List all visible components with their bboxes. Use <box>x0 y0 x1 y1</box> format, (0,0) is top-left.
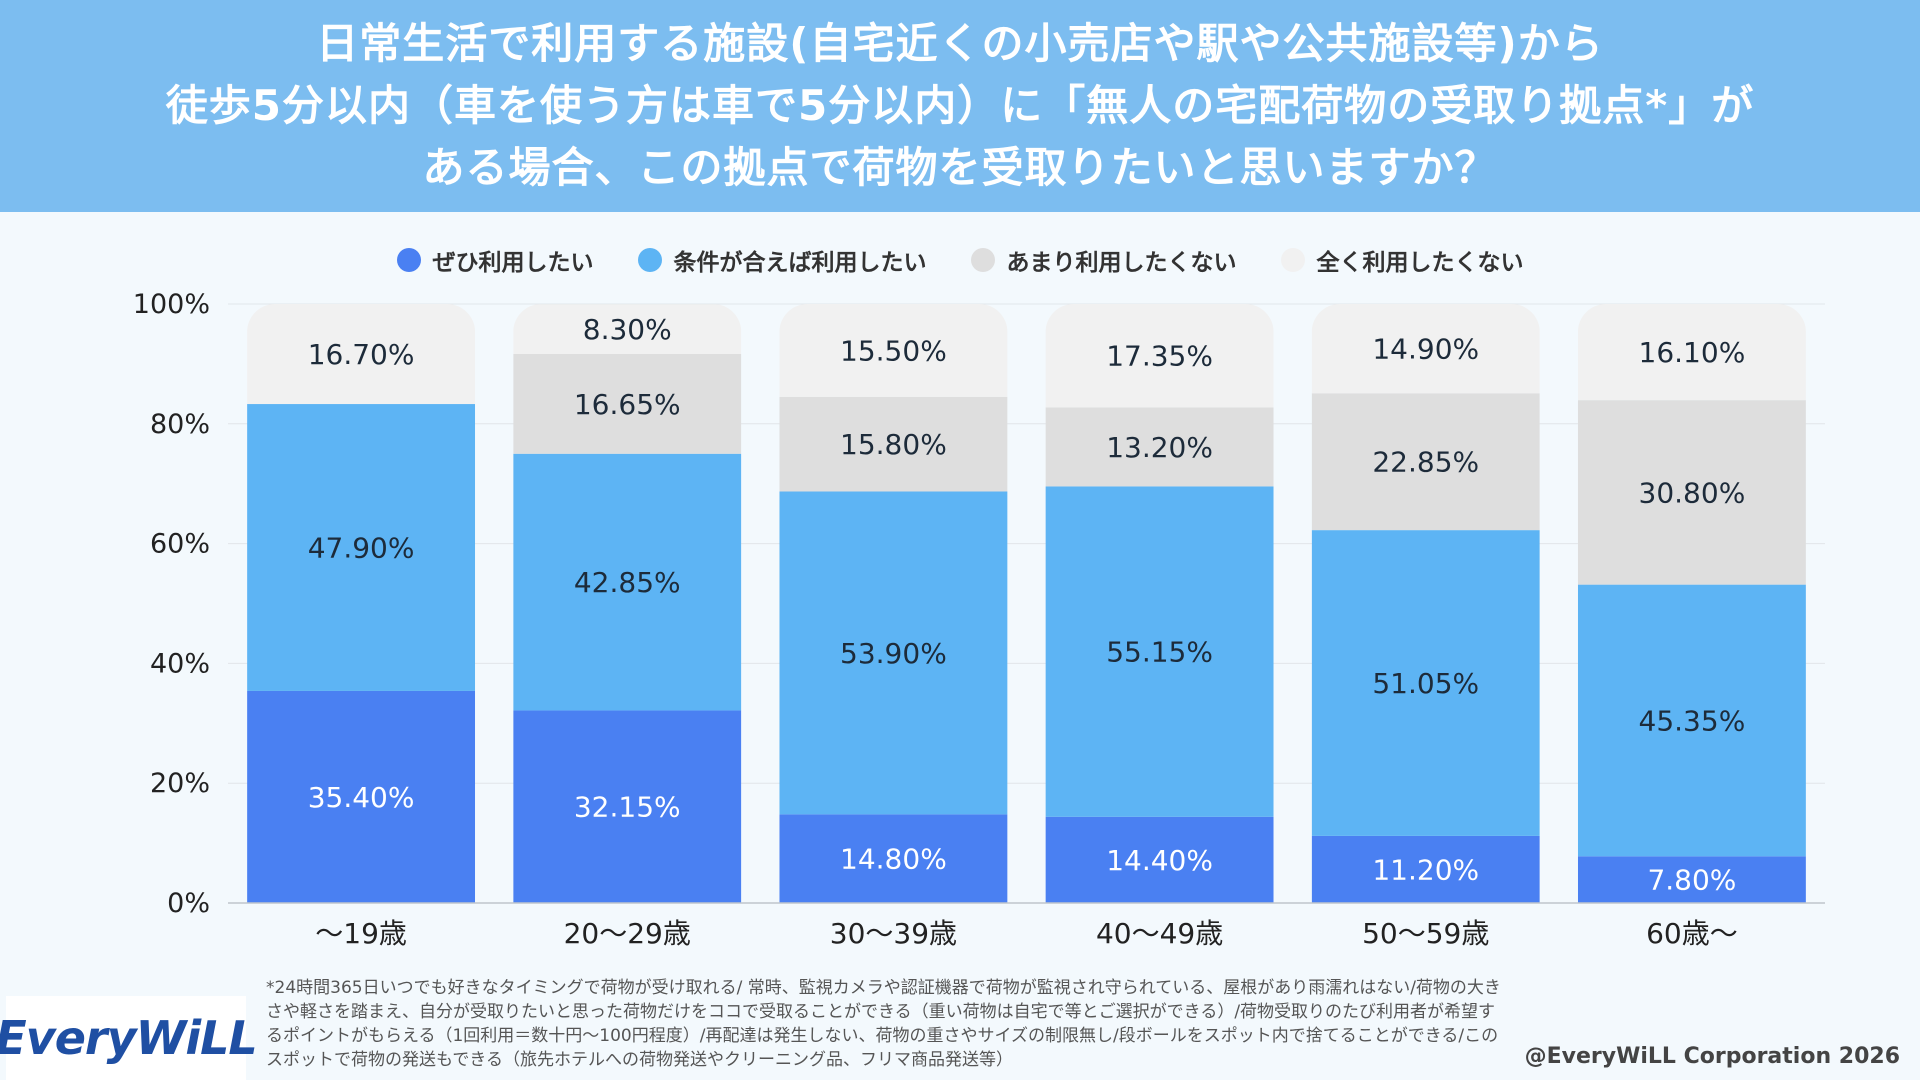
bar-segment-4-2 <box>1311 393 1540 531</box>
bar-segment-4-1 <box>1311 530 1540 836</box>
bar-segment-5-3 <box>1577 304 1806 401</box>
data-label-4-2: 22.85% <box>1372 446 1479 479</box>
legend-label-4: 全く利用したくない <box>1316 250 1524 276</box>
data-label-2-1: 53.90% <box>840 637 947 670</box>
bar-segment-2-0 <box>779 814 1008 903</box>
bar-segment-2-2 <box>779 396 1008 492</box>
data-label-4-3: 14.90% <box>1372 333 1479 366</box>
y-tick-label-5: 100% <box>133 289 210 320</box>
legend-item-1: ぜひ利用したい <box>396 243 594 277</box>
data-label-2-2: 15.80% <box>840 428 947 461</box>
bar-group-3 <box>1045 304 1274 903</box>
y-tick-label-2: 40% <box>150 648 210 679</box>
bar-segment-4-3 <box>1311 304 1540 394</box>
footnote-line-4: スポットで荷物の発送もできる（旅先ホテルへの荷物発送やクリーニング品、フリマ商品… <box>266 1050 1013 1070</box>
copyright: @EveryWiLL Corporation 2026 <box>1524 1044 1900 1069</box>
title-line-1: 日常生活で利用する施設(自宅近くの小売店や駅や公共施設等)から <box>316 19 1604 68</box>
legend-label-1: ぜひ利用したい <box>432 250 594 276</box>
x-tick-label-5: 60歳～ <box>1646 917 1738 950</box>
stacked-bar-chart: 0% 20% 40% 60% 80% 100% 35.40% 47.90% 16.70% ～19歳… <box>133 289 1825 950</box>
data-label-3-0: 14.40% <box>1106 844 1213 877</box>
bar-segment-1-1 <box>513 453 742 711</box>
x-tick-label-2: 30～39歳 <box>830 917 957 950</box>
data-label-5-2: 30.80% <box>1639 476 1746 509</box>
bar-segment-5-1 <box>1577 584 1806 857</box>
data-label-5-3: 16.10% <box>1639 336 1746 369</box>
x-tick-label-3: 40～49歳 <box>1096 917 1223 950</box>
bar-group-0 <box>247 304 476 903</box>
bar-segment-2-1 <box>779 491 1008 815</box>
footnote-line-1: *24時間365日いつでも好きなタイミングで荷物が受け取れる/ 常時、監視カメラ… <box>266 978 1501 998</box>
footnote: *24時間365日いつでも好きなタイミングで荷物が受け取れる/ 常時、監視カメラ… <box>266 976 1556 1072</box>
data-label-4-0: 11.20% <box>1372 853 1479 886</box>
legend-item-2: 条件が合えば利用したい <box>637 243 927 277</box>
bar-group-5 <box>1577 304 1806 903</box>
footnote-line-2: さや軽さを踏まえ、自分が受取りたいと思った荷物だけをココで受取ることができる（重… <box>266 1002 1496 1022</box>
x-tick-label-0: ～19歳 <box>315 917 407 950</box>
bar-segment-0-1 <box>247 404 476 691</box>
bar-segment-1-3 <box>513 304 742 355</box>
legend-label-2: 条件が合えば利用したい <box>673 250 927 276</box>
bar-segment-1-2 <box>513 354 742 454</box>
data-label-2-3: 15.50% <box>840 334 947 367</box>
legend-item-3: あまり利用したくない <box>970 243 1237 277</box>
legend-swatch-3 <box>970 248 995 272</box>
data-label-5-1: 45.35% <box>1639 704 1746 737</box>
legend-item-4: 全く利用したくない <box>1280 243 1524 277</box>
x-tick-label-1: 20～29歳 <box>564 917 691 950</box>
bar-segment-2-3 <box>779 304 1008 397</box>
data-label-4-1: 51.05% <box>1372 667 1479 700</box>
data-label-1-3: 8.30% <box>583 313 672 346</box>
data-label-1-0: 32.15% <box>574 791 681 824</box>
bar-group-4 <box>1311 304 1540 903</box>
title-line-3: ある場合、この拠点で荷物を受取りたいと思いますか？ <box>422 143 1498 192</box>
bar-segment-3-2 <box>1045 407 1274 487</box>
bar-segment-1-0 <box>513 710 742 903</box>
bar-segment-3-0 <box>1045 816 1274 903</box>
data-label-2-0: 14.80% <box>840 843 947 876</box>
bar-segment-5-2 <box>1577 400 1806 585</box>
legend-swatch-1 <box>396 248 421 272</box>
bar-segment-0-3 <box>247 304 476 405</box>
x-tick-label-4: 50～59歳 <box>1362 917 1489 950</box>
legend-swatch-4 <box>1280 248 1305 272</box>
bar-segment-5-0 <box>1577 856 1806 903</box>
bar-group-1 <box>513 304 742 903</box>
bar-segment-3-1 <box>1045 486 1274 817</box>
y-tick-label-3: 60% <box>150 529 210 560</box>
y-tick-label-4: 80% <box>150 409 210 440</box>
data-label-5-0: 7.80% <box>1647 864 1736 897</box>
data-label-0-0: 35.40% <box>308 781 415 814</box>
footnote-line-3: るポイントがもらえる（1回利用＝数十円～100円程度）/再配達は発生しない、荷物… <box>266 1026 1499 1046</box>
data-label-3-1: 55.15% <box>1106 636 1213 669</box>
data-label-3-3: 17.35% <box>1106 339 1213 372</box>
data-label-1-2: 16.65% <box>574 388 681 421</box>
legend: ぜひ利用したい 条件が合えば利用したい あまり利用したくない 全く利用したくない <box>0 240 1920 280</box>
bar-segment-3-3 <box>1045 304 1274 408</box>
title-line-2: 徒歩5分以内（車を使う方は車で5分以内）に「無人の宅配荷物の受取り拠点*」が <box>165 81 1755 130</box>
y-tick-label-1: 20% <box>150 768 210 799</box>
company-logo: EveryWiLL <box>0 996 258 1080</box>
legend-label-3: あまり利用したくない <box>1006 250 1237 276</box>
bar-group-2 <box>779 304 1008 903</box>
data-label-0-1: 47.90% <box>308 531 415 564</box>
legend-swatch-2 <box>637 248 662 272</box>
chart-title: 日常生活で利用する施設(自宅近くの小売店や駅や公共施設等)から 徒歩5分以内（車… <box>0 0 1920 212</box>
data-label-0-3: 16.70% <box>308 338 415 371</box>
data-label-1-1: 42.85% <box>574 566 681 599</box>
y-tick-label-0: 0% <box>167 888 210 919</box>
data-label-3-2: 13.20% <box>1106 431 1213 464</box>
bar-segment-0-0 <box>247 690 476 903</box>
bar-segment-4-0 <box>1311 835 1540 903</box>
logo-text: EveryWiLL <box>0 1011 258 1065</box>
